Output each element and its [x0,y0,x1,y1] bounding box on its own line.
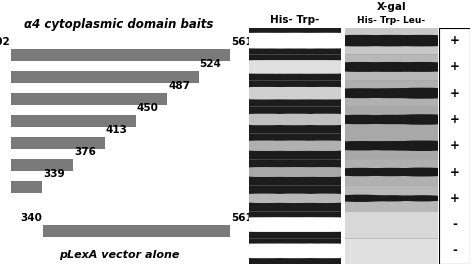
Ellipse shape [222,194,307,203]
Ellipse shape [354,168,429,176]
Bar [249,238,341,264]
Ellipse shape [198,243,330,258]
Text: +: + [450,60,460,73]
Text: 524: 524 [200,59,221,69]
Text: 376: 376 [74,147,96,157]
Bar [249,159,341,185]
Ellipse shape [349,141,434,150]
Bar [10,137,105,149]
Ellipse shape [198,217,330,232]
Ellipse shape [203,60,326,74]
Bar [345,238,438,264]
Ellipse shape [224,33,366,48]
Ellipse shape [212,114,316,125]
Text: pLexA vector alone: pLexA vector alone [59,250,179,260]
Bar [249,28,341,54]
Ellipse shape [260,243,392,258]
Ellipse shape [250,167,340,177]
Bar [43,225,230,237]
Ellipse shape [363,195,419,202]
Ellipse shape [328,195,393,202]
Bar [10,93,167,105]
Ellipse shape [370,35,474,46]
Ellipse shape [193,33,335,48]
Ellipse shape [229,243,361,258]
Text: X-gal: X-gal [376,2,406,12]
Bar [345,159,438,185]
Bar [345,28,438,54]
Bar [249,54,341,80]
Ellipse shape [269,87,383,100]
Bar [249,185,341,211]
Ellipse shape [309,35,412,46]
Text: -: - [452,218,457,231]
Bar [10,115,136,127]
Ellipse shape [260,217,392,232]
Ellipse shape [316,62,405,72]
Text: 302: 302 [0,37,10,47]
Ellipse shape [279,141,373,151]
Ellipse shape [255,33,397,48]
Text: α4 cytoplasmic domain baits: α4 cytoplasmic domain baits [24,18,214,31]
Ellipse shape [264,60,387,74]
Ellipse shape [274,114,378,125]
Text: 340: 340 [20,213,42,223]
Ellipse shape [346,62,436,72]
Ellipse shape [323,168,398,176]
Text: 450: 450 [137,103,159,113]
Ellipse shape [238,87,352,100]
Ellipse shape [382,167,462,177]
Bar [345,54,438,80]
Bar [249,133,341,159]
Text: His- Trp- Leu-: His- Trp- Leu- [357,16,425,25]
Bar [249,80,341,106]
Ellipse shape [375,114,469,125]
Ellipse shape [208,87,321,100]
Bar [249,211,341,238]
Bar [345,211,438,238]
Bar [345,185,438,211]
Text: +: + [450,34,460,47]
Text: 487: 487 [168,81,190,91]
Ellipse shape [316,88,405,98]
Ellipse shape [377,62,467,72]
Text: +: + [450,192,460,205]
Ellipse shape [318,141,403,150]
Text: +: + [450,139,460,152]
Ellipse shape [281,167,371,177]
Ellipse shape [217,141,311,151]
Ellipse shape [234,60,356,74]
Ellipse shape [243,114,347,125]
Text: 561: 561 [231,37,253,47]
Ellipse shape [346,88,436,98]
Text: +: + [450,113,460,126]
Bar [10,71,199,83]
Bar [10,181,42,193]
Ellipse shape [373,88,472,99]
Text: 561: 561 [231,213,253,223]
Bar [10,159,73,171]
Bar [249,106,341,133]
Ellipse shape [375,141,469,151]
Ellipse shape [219,167,309,177]
Ellipse shape [229,217,361,232]
Text: +: + [450,87,460,100]
Bar [345,106,438,133]
Text: His- Trp-: His- Trp- [270,15,320,25]
Text: -: - [452,244,457,257]
Ellipse shape [394,195,450,202]
Bar [345,80,438,106]
Ellipse shape [318,115,403,124]
Ellipse shape [253,194,337,203]
Ellipse shape [349,115,434,124]
Ellipse shape [339,35,443,46]
Bar [10,49,230,61]
Ellipse shape [248,141,342,151]
Bar [345,133,438,159]
Text: +: + [450,166,460,178]
Text: 339: 339 [43,169,64,179]
Ellipse shape [283,194,368,203]
Text: 413: 413 [105,125,128,135]
